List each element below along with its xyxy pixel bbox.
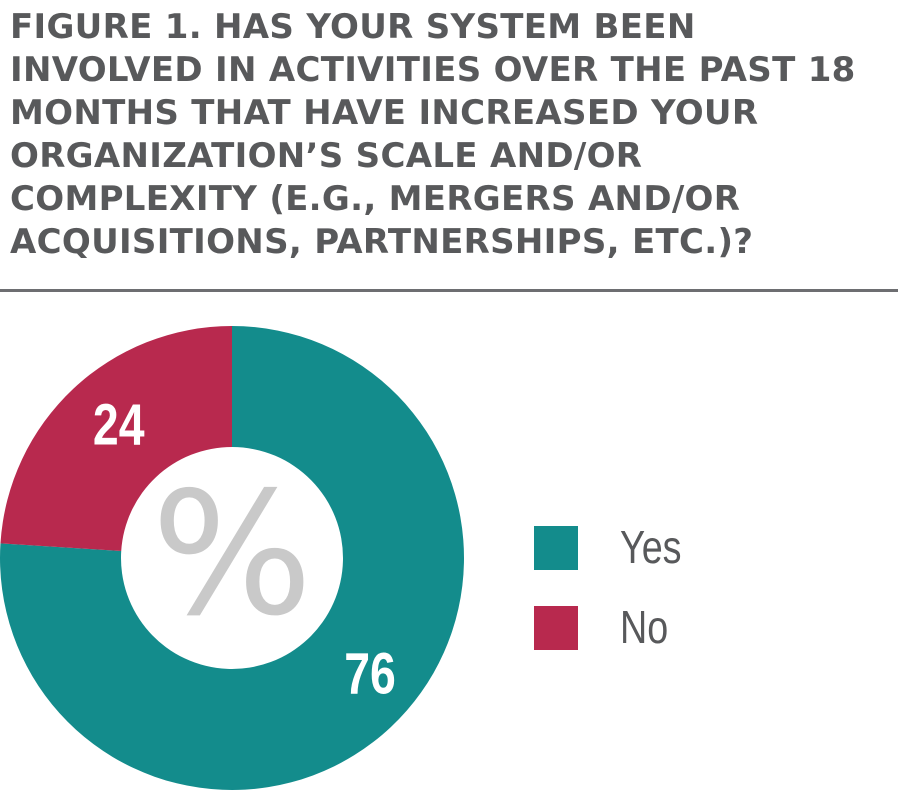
center-percent-symbol: % (151, 456, 313, 654)
legend-label-no: No (620, 601, 669, 653)
slice-yes (0, 326, 464, 790)
slice-label-no: 24 (93, 393, 145, 458)
chart-title: FIGURE 1. HAS YOUR SYSTEM BEEN INVOLVED … (10, 7, 856, 262)
legend-label-yes: Yes (620, 521, 682, 573)
legend-swatch-yes (534, 526, 578, 570)
title-divider (0, 289, 898, 292)
slices-group (0, 326, 464, 790)
slice-label-yes: 76 (344, 642, 396, 707)
slice-no (0, 326, 233, 552)
donut-chart: 76 24 % (0, 326, 464, 790)
slice-labels-group: 76 24 (93, 393, 396, 707)
legend-swatch-no (534, 606, 578, 650)
